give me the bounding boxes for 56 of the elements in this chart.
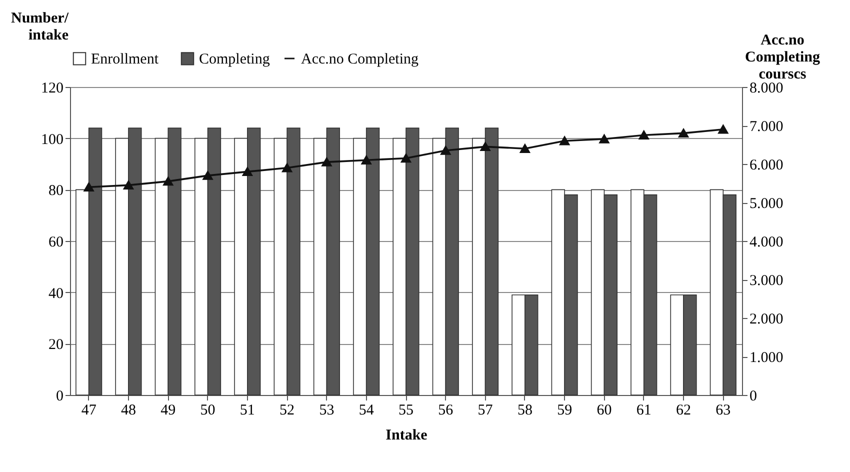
y-tick-label: 40 [48,286,64,302]
point [124,180,134,190]
x-tick-label: 47 [81,402,97,418]
point [440,146,451,155]
legend-label: Completing [199,52,270,68]
y-tick-label: 120 [41,80,64,96]
x-tick-label: 58 [517,402,532,418]
y2-tick-label: 6.000 [750,158,784,174]
point [163,176,173,186]
point [361,156,372,165]
x-tick-label: 50 [200,402,216,418]
y2-tick-label: 7.000 [750,119,784,135]
point [202,171,213,180]
x-tick-label: 51 [240,402,255,418]
point [560,136,570,146]
point [718,124,728,134]
y2-tick-label: 2.000 [750,312,784,328]
x-tick-label: 62 [676,402,692,418]
y2-tick-label: 0 [750,388,757,404]
y2-tick-label: 1.000 [750,350,784,366]
point [639,130,649,140]
x-tick-label: 59 [557,402,572,418]
point [599,134,610,144]
legend-label: Enrollment [91,52,160,68]
y-axis-title: Number/ intake [11,10,70,44]
y2-axis-title: Acc.no Completing courscs [745,32,820,82]
point [84,182,94,192]
point [322,158,332,166]
y2-tick-label: 3.000 [750,273,784,289]
y2-tick-label: 4.000 [750,234,784,250]
y2-tick-label: 8.000 [750,80,784,96]
x-axis-title: Intake [386,428,428,444]
y-tick-label: 60 [48,234,64,250]
point [520,144,530,153]
point [282,163,292,172]
y2-tick-label: 5.000 [750,196,784,212]
point [480,142,490,152]
x-tick-label: 52 [280,402,295,418]
x-tick-label: 60 [596,402,612,418]
x-tick-label: 57 [478,402,494,418]
x-tick-label: 55 [398,402,414,418]
x-tick-label: 61 [636,402,652,418]
y-tick-label: 100 [41,132,64,148]
point [242,167,252,176]
y-tick-label: 20 [48,337,64,354]
x-tick-label: 53 [319,402,334,418]
x-tick-label: 56 [438,402,454,418]
x-tick-label: 54 [358,402,374,418]
x-tick-label: 48 [120,402,136,418]
point [401,154,411,163]
legend-label: Acc.no Completing [301,52,419,68]
x-tick-label: 49 [160,402,176,418]
y-tick-label: 80 [48,183,64,200]
x-tick-label: 63 [716,402,731,418]
y-tick-label: 0 [56,388,64,404]
point [678,128,688,138]
